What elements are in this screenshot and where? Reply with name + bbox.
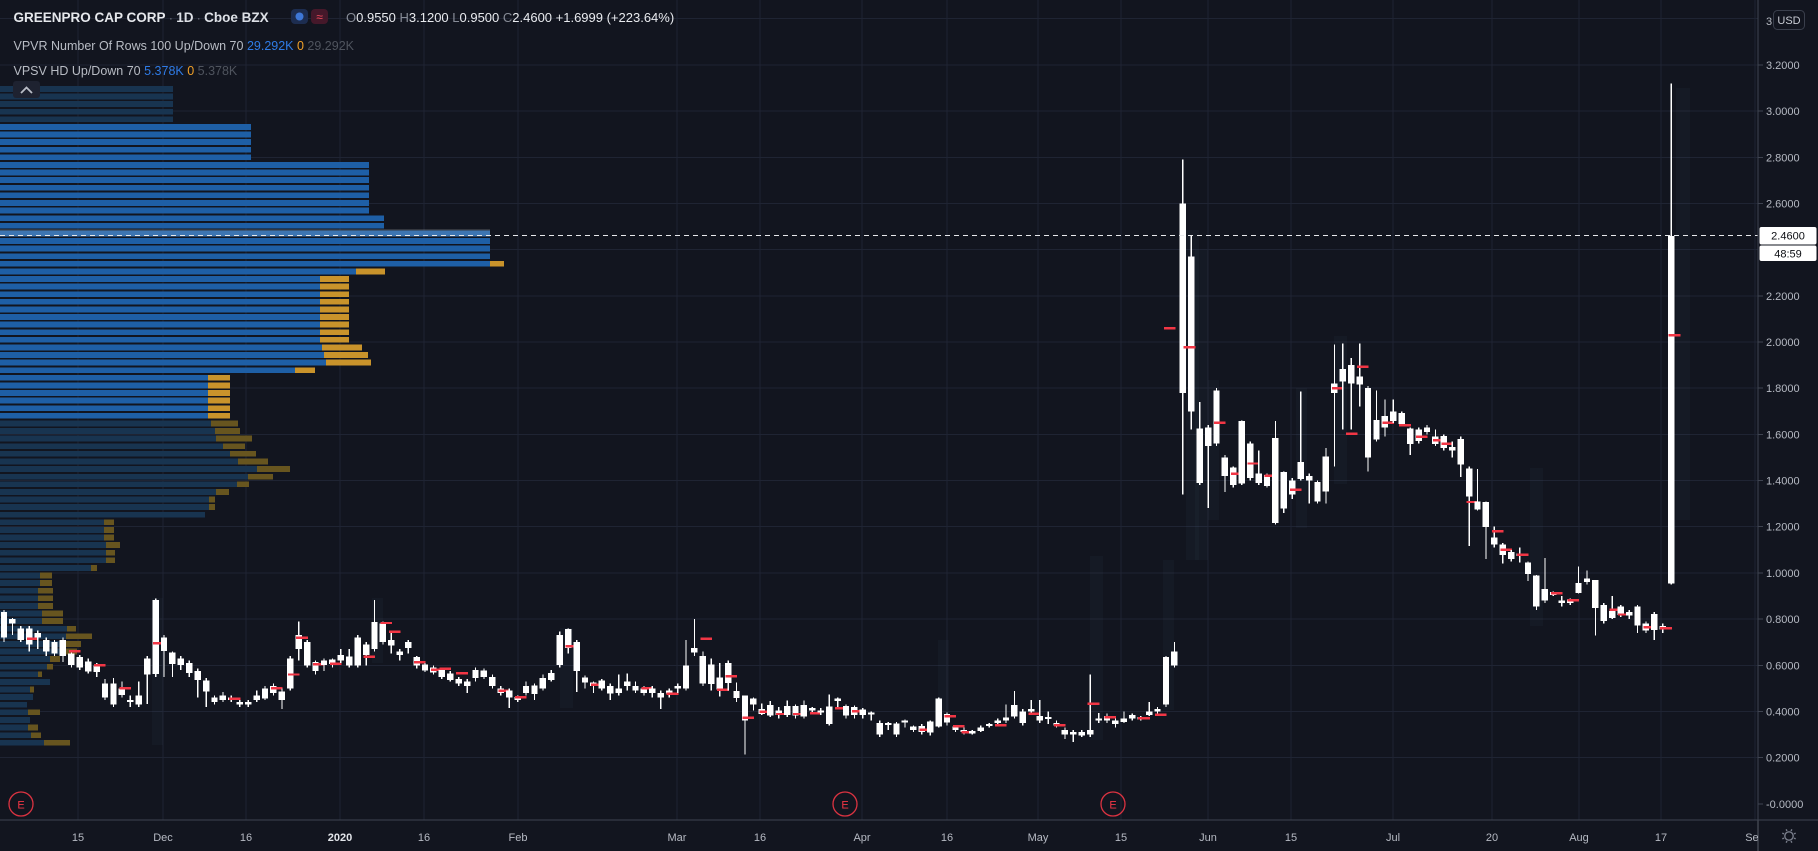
- svg-text:-0.0000: -0.0000: [1766, 799, 1803, 811]
- svg-text:USD: USD: [1777, 15, 1800, 27]
- svg-text:2.6000: 2.6000: [1766, 199, 1800, 211]
- svg-text:VPSV HD Up/Down 70 5.378K 0 5.: VPSV HD Up/Down 70 5.378K 0 5.378K: [14, 64, 238, 78]
- svg-text:E: E: [841, 800, 848, 812]
- svg-text:1.4000: 1.4000: [1766, 476, 1800, 488]
- svg-text:17: 17: [1655, 832, 1667, 844]
- svg-text:16: 16: [418, 832, 430, 844]
- svg-text:16: 16: [240, 832, 252, 844]
- svg-text:Jul: Jul: [1386, 832, 1400, 844]
- svg-text:Sep: Sep: [1745, 832, 1765, 844]
- svg-text:16: 16: [941, 832, 953, 844]
- svg-text:Jun: Jun: [1199, 832, 1217, 844]
- svg-text:E: E: [1109, 800, 1116, 812]
- svg-text:15: 15: [72, 832, 84, 844]
- svg-text:0.2000: 0.2000: [1766, 753, 1800, 765]
- svg-text:GREENPRO CAP CORP · 1D · Cboe: GREENPRO CAP CORP · 1D · Cboe BZX: [14, 10, 269, 25]
- svg-text:0.4000: 0.4000: [1766, 706, 1800, 718]
- svg-text:2.2000: 2.2000: [1766, 291, 1800, 303]
- svg-text:15: 15: [1115, 832, 1127, 844]
- svg-text:0.8000: 0.8000: [1766, 614, 1800, 626]
- svg-text:3: 3: [1766, 16, 1772, 28]
- svg-text:VPVR Number Of Rows 100 Up/Dow: VPVR Number Of Rows 100 Up/Down 70 29.29…: [14, 39, 355, 53]
- svg-text:1.2000: 1.2000: [1766, 522, 1800, 534]
- svg-text:16: 16: [754, 832, 766, 844]
- svg-text:May: May: [1028, 832, 1049, 844]
- svg-text:0.6000: 0.6000: [1766, 660, 1800, 672]
- svg-text:2.0000: 2.0000: [1766, 337, 1800, 349]
- svg-text:3.2000: 3.2000: [1766, 60, 1800, 72]
- svg-text:48:59: 48:59: [1774, 249, 1802, 261]
- svg-text:2.8000: 2.8000: [1766, 152, 1800, 164]
- svg-text:2020: 2020: [328, 832, 352, 844]
- svg-text:O0.9550 H3.1200 L0.9500 C2.460: O0.9550 H3.1200 L0.9500 C2.4600 +1.6999 …: [346, 10, 674, 25]
- svg-text:15: 15: [1285, 832, 1297, 844]
- svg-text:2.4600: 2.4600: [1771, 231, 1805, 243]
- svg-text:≈: ≈: [316, 10, 323, 24]
- svg-text:Aug: Aug: [1569, 832, 1589, 844]
- svg-text:Dec: Dec: [153, 832, 173, 844]
- svg-text:1.8000: 1.8000: [1766, 383, 1800, 395]
- svg-text:1.6000: 1.6000: [1766, 429, 1800, 441]
- svg-text:20: 20: [1486, 832, 1498, 844]
- svg-text:3.0000: 3.0000: [1766, 106, 1800, 118]
- svg-text:1.0000: 1.0000: [1766, 568, 1800, 580]
- svg-text:Mar: Mar: [668, 832, 687, 844]
- svg-text:Feb: Feb: [509, 832, 528, 844]
- svg-text:Apr: Apr: [853, 832, 870, 844]
- svg-text:E: E: [17, 800, 24, 812]
